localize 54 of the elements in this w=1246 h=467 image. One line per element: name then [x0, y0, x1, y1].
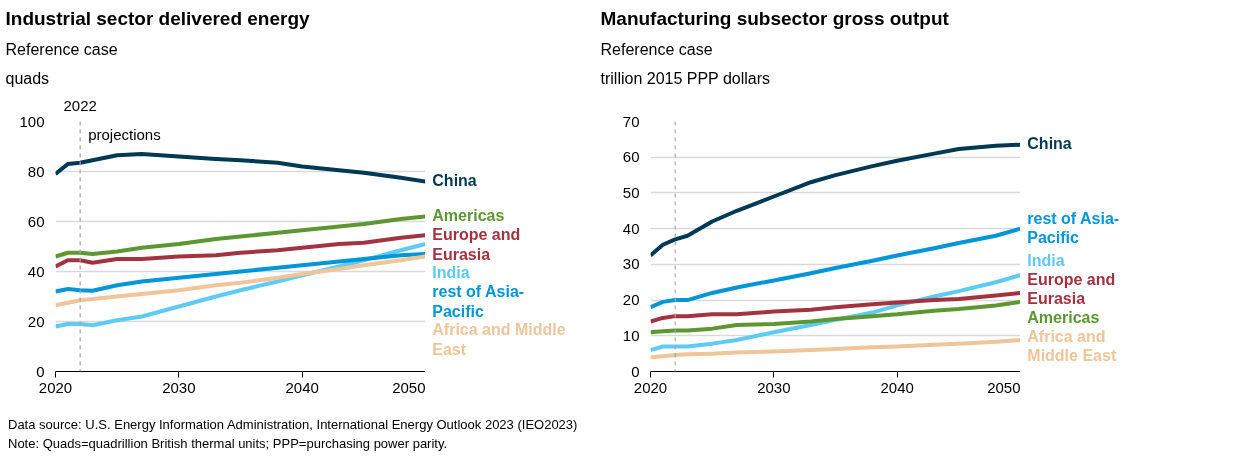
line-series — [55, 252, 425, 294]
line-series — [650, 226, 1020, 310]
x-tick-label: 2020 — [38, 378, 73, 396]
line-series — [650, 338, 1020, 360]
chart-subtitle: Reference case — [600, 40, 713, 58]
y-tick-label: 60 — [622, 148, 640, 166]
ref-line-label: 2022 — [63, 97, 97, 115]
annotation: projections — [88, 125, 161, 143]
line-series — [650, 290, 1020, 324]
x-tick-label: 2030 — [757, 378, 791, 396]
line-series — [650, 299, 1020, 335]
y-tick-label: 30 — [622, 255, 640, 273]
y-tick-label: 20 — [27, 312, 45, 330]
series-label: rest of Asia-Pacific — [432, 283, 525, 320]
text: Africa and Middle East — [432, 321, 566, 358]
series-label: India — [432, 264, 470, 281]
chart-subtitle: Reference case — [5, 40, 118, 58]
y-tick-label: 40 — [27, 262, 45, 280]
text: Note: Quads=quadrillion British thermal units; PPP=purchasing power parity. — [8, 435, 448, 451]
series-label: China — [1027, 135, 1072, 153]
y-tick-label: 20 — [622, 291, 640, 309]
y-tick-label: 0 — [631, 362, 640, 380]
series-label: Europe and Eurasia — [1027, 270, 1116, 308]
x-tick-label: 2020 — [633, 378, 668, 396]
y-axis-title: quads — [5, 69, 50, 87]
y-tick-label: 40 — [622, 219, 640, 237]
x-tick-label: 2050 — [392, 378, 426, 396]
line-series — [55, 214, 425, 259]
y-tick-label: 80 — [27, 162, 45, 180]
source-note: Data source: U.S. Energy Information Administration, International Energy Outlook 2023 (IEO2023) — [8, 417, 578, 432]
line-series — [55, 233, 425, 269]
y-tick-label: 100 — [19, 112, 45, 130]
x-tick-label: 2030 — [162, 378, 196, 396]
line-series — [55, 152, 425, 184]
y-tick-label: 60 — [27, 212, 45, 230]
series-label: Americas — [432, 207, 505, 224]
x-tick-label: 2050 — [987, 378, 1021, 396]
chart-title: Industrial sector delivered energy — [5, 7, 311, 29]
line-series — [650, 142, 1020, 258]
series-label: rest of Asia-Pacific — [1027, 209, 1120, 247]
line-series — [55, 254, 425, 308]
x-tick-label: 2040 — [285, 378, 319, 396]
y-tick-label: 50 — [622, 183, 640, 201]
series-label: Americas — [1027, 308, 1100, 326]
chart-title: Manufacturing subsector gross output — [600, 7, 950, 29]
series-label: Europe and Eurasia — [432, 226, 521, 263]
series-label: Africa and Middle East — [1027, 327, 1117, 365]
y-axis-title: trillion 2015 PPP dollars — [600, 69, 771, 87]
y-tick-label: 70 — [622, 112, 640, 130]
x-tick-label: 2040 — [880, 378, 914, 396]
y-tick-label: 0 — [36, 362, 45, 380]
series-label: India — [1027, 251, 1065, 269]
y-tick-label: 10 — [622, 326, 640, 344]
series-label: China — [432, 172, 477, 189]
